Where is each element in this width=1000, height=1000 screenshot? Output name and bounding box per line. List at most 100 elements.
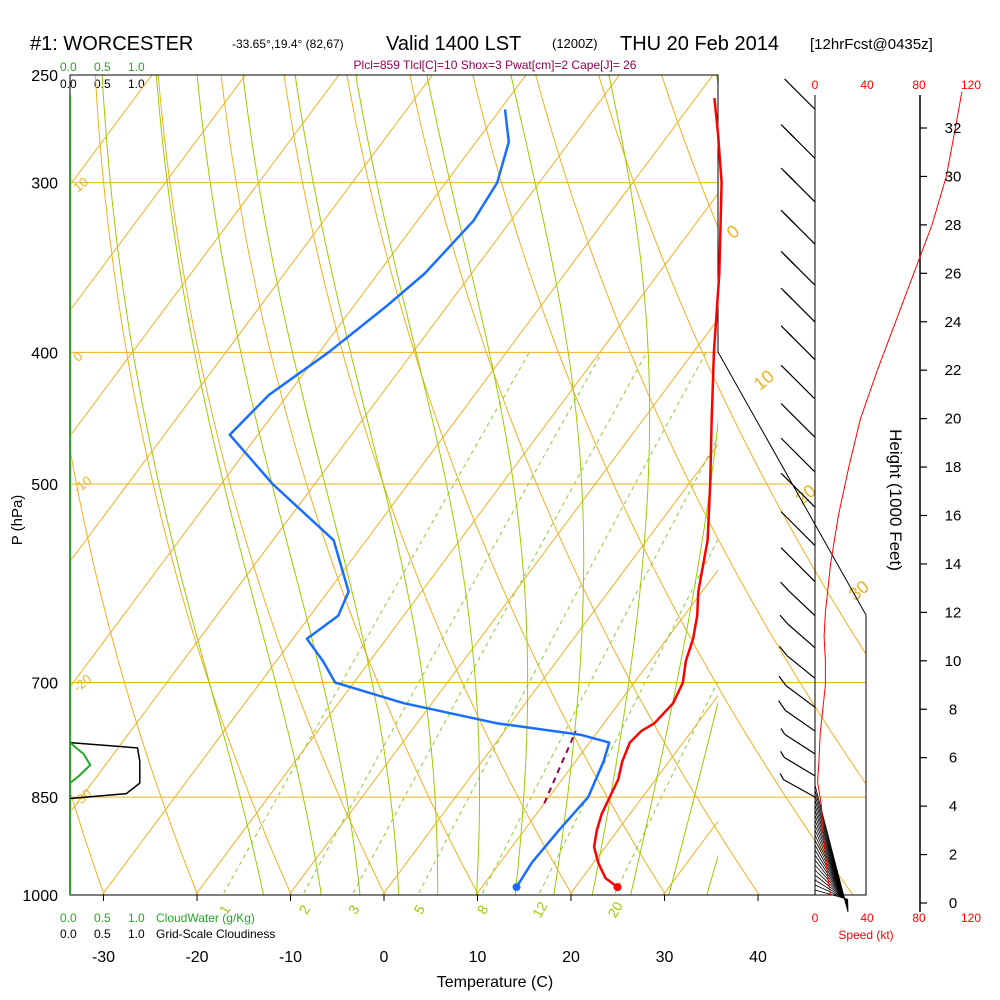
temperature-tick-label: 20 (562, 949, 580, 966)
dry-adiabat-line (70, 75, 115, 895)
wind-barb (780, 250, 816, 286)
dry-adiabat-line (858, 75, 866, 895)
speed-tick-top: 0 (812, 78, 819, 92)
height-tick-label: 4 (949, 798, 957, 815)
isotherm-label: -10 (70, 473, 94, 497)
cloud-profiles (69, 741, 141, 800)
speed-tick-bottom: 0 (812, 911, 819, 925)
height-tick-label: 14 (945, 556, 962, 573)
cloudwater-line (69, 741, 92, 784)
temperature-axis: -30 -20 -10 0 10 20 30 40 (92, 895, 767, 966)
pressure-tick-label: 300 (31, 176, 58, 193)
isotherm-label: 10 (70, 174, 91, 195)
surface-temperature-dot (613, 883, 622, 892)
wind-barb (780, 325, 816, 361)
dry-adiabat-line (70, 75, 210, 895)
isotherm-line (70, 75, 527, 688)
speed-tick-top: 80 (912, 78, 926, 92)
y-axis-label: P (hPa) (9, 495, 26, 546)
cloudwater-label: CloudWater (g/Kg) (156, 911, 255, 925)
cl-bot-1: 0.5 (94, 927, 111, 941)
height-tick-label: 10 (945, 653, 962, 670)
dewpoint-line (228, 109, 611, 888)
wind-barb (780, 124, 816, 159)
plot-frame (69, 74, 867, 896)
mixing-ratio-line (223, 352, 530, 894)
wind-barb (780, 511, 816, 547)
dry-adiabat-line (326, 75, 684, 895)
height-tick-label: 2 (949, 847, 957, 864)
moist-adiabat-line (426, 75, 529, 895)
pressure-tick-label: 400 (31, 345, 58, 362)
cw-top-1: 0.5 (94, 60, 111, 74)
temperature-tick-label: 10 (469, 949, 487, 966)
cloudwater-scale-top: 0.0 0.5 1.0 (60, 60, 145, 74)
height-tick-label: 26 (945, 265, 962, 282)
wind-barb (780, 581, 816, 617)
wind-barb (780, 167, 816, 203)
moist-adiabat-line (591, 75, 651, 895)
temperature-tick-label: -20 (185, 949, 208, 966)
cloudiness-line (69, 741, 141, 800)
mixing-ratio-label: 5 (410, 902, 428, 917)
isotherm-label: 30 (845, 576, 873, 604)
title-valid: Valid 1400 LST (386, 33, 521, 55)
height-axis-label: Height (1000 Feet) (886, 429, 905, 571)
title-forecast: [12hrFcst@0435z] (810, 36, 933, 53)
height-tick-label: 30 (945, 168, 962, 185)
isotherm-line (194, 192, 718, 895)
height-tick-label: 8 (949, 701, 957, 718)
wind-barb (780, 364, 816, 400)
isotherm-line (924, 0, 1000, 922)
cw-bot-1: 0.5 (94, 911, 111, 925)
speed-tick-bottom: 120 (961, 911, 981, 925)
isotherm-label: 0 (70, 348, 85, 364)
moist-adiabat-line (294, 75, 439, 895)
low-level-wind-ray (814, 889, 849, 900)
x-axis-label: Temperature (C) (437, 974, 553, 991)
dry-adiabat-line (503, 75, 866, 895)
height-tick-label: 6 (949, 750, 957, 767)
pressure-axis: 250 300 400 500 700 850 1000 (22, 68, 58, 905)
wind-barb (779, 773, 816, 798)
temperature-tick-label: 40 (749, 949, 767, 966)
title-utc: (1200Z) (552, 36, 598, 51)
sounding-profiles (228, 97, 723, 892)
isotherm-label: 10 (750, 366, 778, 394)
temperature-tick-label: 0 (380, 949, 389, 966)
mixing-ratio-line (418, 352, 707, 894)
moist-adiabat-line (196, 75, 361, 895)
isotherm-line (70, 75, 247, 312)
surface-dewpoint-dot (512, 883, 521, 892)
moist-adiabat-line (668, 700, 718, 895)
wind-barb (780, 209, 816, 245)
dry-adiabat-line (385, 75, 779, 895)
pressure-tick-label: 700 (31, 676, 58, 693)
dry-adiabat-line (444, 75, 866, 895)
cw-top-2: 1.0 (128, 60, 145, 74)
cloudiness-label: Grid-Scale Cloudiness (156, 927, 275, 941)
mixing-ratio-label: 8 (474, 902, 492, 917)
isotherm-line (830, 0, 1000, 922)
dry-adiabat-line (149, 75, 399, 895)
moist-adiabat-line (155, 75, 322, 895)
moist-adiabat-line (355, 75, 480, 895)
isotherm-line (101, 75, 714, 895)
cl-bot-2: 1.0 (128, 927, 145, 941)
wind-barb (780, 728, 816, 755)
isotherm-label: 20 (792, 481, 820, 509)
wind-speed-line (817, 91, 963, 896)
cloudiness-scale-bottom: 0.0 0.5 1.0 Grid-Scale Cloudiness (60, 927, 275, 941)
height-tick-label: 18 (945, 459, 962, 476)
speed-tick-bottom: 80 (912, 911, 926, 925)
speed-tick-top: 40 (860, 78, 874, 92)
mixing-ratio-label: 2 (295, 902, 313, 917)
speed-axis-label: Speed (kt) (838, 928, 893, 942)
temperature-line (592, 97, 723, 889)
isotherm-line (381, 443, 718, 895)
mixing-ratio-label: 20 (604, 899, 626, 921)
cl-bot-0: 0.0 (60, 927, 77, 941)
isotherm-line (70, 75, 153, 186)
cw-bot-2: 1.0 (128, 911, 145, 925)
